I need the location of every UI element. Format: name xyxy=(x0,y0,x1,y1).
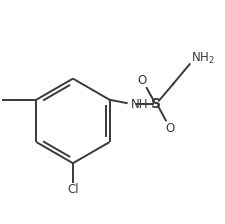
Text: O: O xyxy=(137,74,146,87)
Text: S: S xyxy=(151,97,161,111)
Text: NH$_2$: NH$_2$ xyxy=(190,51,214,66)
Text: NH: NH xyxy=(130,98,148,111)
Text: Cl: Cl xyxy=(67,183,78,196)
Text: O: O xyxy=(165,122,174,135)
